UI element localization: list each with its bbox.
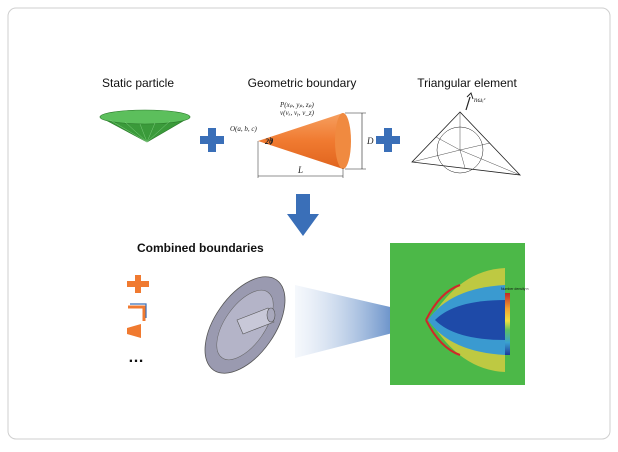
boundary-cone <box>257 112 366 178</box>
ellipsis: … <box>128 349 144 366</box>
beam <box>295 285 412 358</box>
math-label: D <box>366 136 374 146</box>
math-label: nωᵢᶜ <box>474 96 487 104</box>
label: Static particle <box>102 76 174 90</box>
math-label: 2θ <box>264 137 274 146</box>
math-label: v(vₓ, vᵧ, v_z) <box>280 109 315 117</box>
section-title: Combined boundaries <box>137 241 264 255</box>
label: Triangular element <box>417 76 517 90</box>
plus <box>200 128 224 152</box>
triangle-element <box>411 92 522 176</box>
label: Geometric boundary <box>248 76 357 90</box>
combined-geometry <box>204 276 286 374</box>
math-label: O(a, b, c) <box>230 125 257 133</box>
down-arrow <box>287 194 319 236</box>
plus <box>376 128 400 152</box>
math-label: L <box>297 165 303 175</box>
simulation <box>390 243 525 385</box>
icons <box>127 275 149 338</box>
static-cone <box>99 109 191 143</box>
colorbar-title: Number density n <box>501 287 528 291</box>
math-label: P(xₚ, yₚ, zₚ) <box>279 101 315 109</box>
